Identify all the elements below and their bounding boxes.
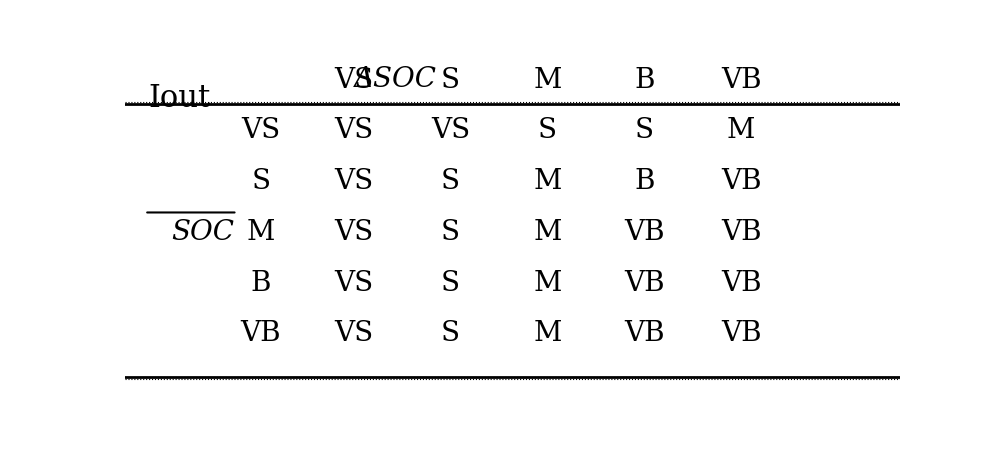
Text: M: M bbox=[533, 270, 562, 297]
Text: VB: VB bbox=[721, 320, 761, 348]
Text: M: M bbox=[533, 66, 562, 94]
Text: B: B bbox=[250, 270, 271, 297]
Text: VS: VS bbox=[334, 66, 373, 94]
Text: Iout: Iout bbox=[148, 83, 210, 114]
Text: VS: VS bbox=[241, 117, 280, 145]
Text: M: M bbox=[727, 117, 755, 145]
Text: VS: VS bbox=[334, 168, 373, 195]
Text: S: S bbox=[441, 168, 460, 195]
Text: VS: VS bbox=[334, 320, 373, 348]
Text: S: S bbox=[441, 320, 460, 348]
Text: VB: VB bbox=[721, 219, 761, 246]
Text: VS: VS bbox=[334, 270, 373, 297]
Text: VS: VS bbox=[334, 117, 373, 145]
Text: S: S bbox=[441, 66, 460, 94]
Text: VS: VS bbox=[431, 117, 470, 145]
Text: M: M bbox=[533, 168, 562, 195]
Text: VB: VB bbox=[240, 320, 281, 348]
Text: S: S bbox=[441, 270, 460, 297]
Text: VB: VB bbox=[624, 219, 665, 246]
Text: VB: VB bbox=[721, 270, 761, 297]
Text: S: S bbox=[441, 219, 460, 246]
Text: VB: VB bbox=[721, 66, 761, 94]
Text: M: M bbox=[246, 219, 275, 246]
Text: ΔSOC: ΔSOC bbox=[354, 65, 437, 93]
Text: VS: VS bbox=[334, 219, 373, 246]
Text: M: M bbox=[533, 320, 562, 348]
Text: S: S bbox=[635, 117, 654, 145]
Text: VB: VB bbox=[624, 270, 665, 297]
Text: B: B bbox=[634, 168, 654, 195]
Text: B: B bbox=[634, 66, 654, 94]
Text: S: S bbox=[251, 168, 270, 195]
Text: VB: VB bbox=[624, 320, 665, 348]
Text: SOC: SOC bbox=[172, 219, 234, 246]
Text: M: M bbox=[533, 219, 562, 246]
Text: S: S bbox=[538, 117, 557, 145]
Text: VB: VB bbox=[721, 168, 761, 195]
